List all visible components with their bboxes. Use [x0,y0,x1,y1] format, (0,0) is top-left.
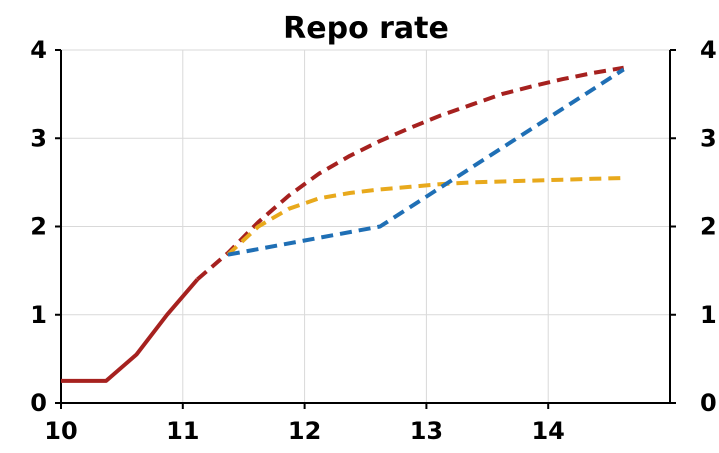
left-y-tick-label: 2 [30,213,47,241]
x-tick-label: 11 [166,417,199,445]
right-y-tick-label: 4 [700,36,717,64]
x-tick-label: 13 [410,417,443,445]
right-y-tick-label: 2 [700,213,717,241]
grid-layer [61,49,670,403]
left-y-tick-label: 0 [30,389,47,417]
series-layer [61,65,625,383]
right-y-tick-label: 1 [700,301,717,329]
series-line-3 [226,176,624,257]
left-y-tick-label: 4 [30,36,47,64]
chart-title: Repo rate [283,11,449,46]
x-tick-label: 12 [288,417,321,445]
series-line-4 [227,67,625,257]
left-y-tick-label: 3 [30,124,47,152]
x-tick-label: 10 [44,417,77,445]
x-tick-label: 14 [531,417,564,445]
series-line-1 [61,278,199,383]
left-y-tick-label: 1 [30,301,47,329]
axis-layer [55,49,676,409]
series-line-2 [196,65,625,281]
right-y-tick-label: 3 [700,124,717,152]
right-y-tick-label: 0 [700,389,717,417]
